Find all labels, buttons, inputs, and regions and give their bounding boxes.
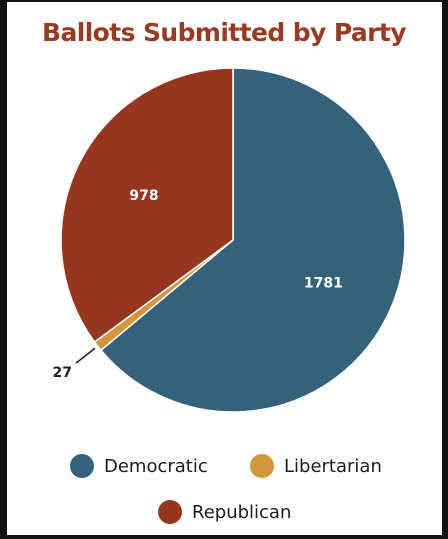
pie-slice-democratic: [99, 67, 406, 413]
chart-title: Ballots Submitted by Party: [42, 18, 407, 47]
legend-swatch-libertarian: [250, 454, 274, 478]
legend-swatch-republican: [158, 500, 182, 524]
legend-item-democratic: Democratic: [70, 454, 208, 478]
leader-line-libertarian: [75, 347, 96, 364]
legend-item-libertarian: Libertarian: [250, 454, 382, 478]
pie-slice-republican: [60, 67, 234, 344]
legend-label-democratic: Democratic: [104, 456, 208, 477]
slice-label-democratic: 1781: [304, 275, 343, 291]
slice-label-libertarian: 27: [53, 365, 72, 381]
legend-swatch-democratic: [70, 454, 94, 478]
legend-label-libertarian: Libertarian: [284, 456, 382, 477]
slice-label-republican: 978: [129, 188, 158, 204]
legend-item-republican: Republican: [158, 500, 291, 524]
legend-label-republican: Republican: [192, 502, 291, 523]
